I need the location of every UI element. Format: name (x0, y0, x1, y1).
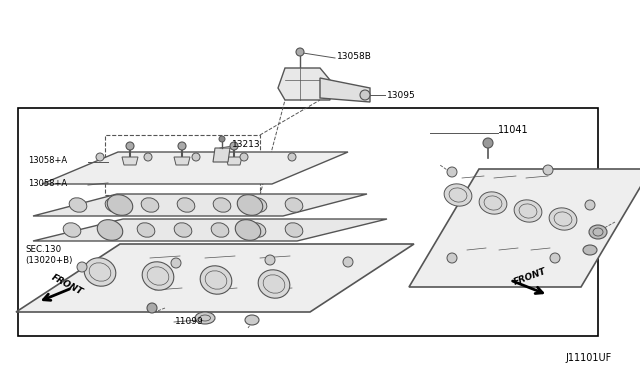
Ellipse shape (444, 184, 472, 206)
Polygon shape (174, 157, 190, 165)
Polygon shape (320, 78, 370, 102)
Ellipse shape (63, 223, 81, 237)
Circle shape (550, 253, 560, 263)
Ellipse shape (549, 208, 577, 230)
Ellipse shape (100, 223, 118, 237)
Ellipse shape (249, 198, 267, 212)
Ellipse shape (108, 195, 132, 215)
Text: 11099: 11099 (175, 317, 204, 327)
Text: FRONT: FRONT (512, 267, 547, 287)
Circle shape (230, 142, 238, 150)
Circle shape (447, 253, 457, 263)
Bar (105, 135, 260, 195)
Ellipse shape (514, 200, 542, 222)
Polygon shape (16, 244, 414, 312)
Ellipse shape (245, 315, 259, 325)
Ellipse shape (137, 223, 155, 237)
Polygon shape (213, 148, 230, 162)
Ellipse shape (84, 258, 116, 286)
Ellipse shape (177, 198, 195, 212)
Ellipse shape (174, 223, 192, 237)
Ellipse shape (236, 220, 260, 240)
Circle shape (171, 258, 181, 268)
Ellipse shape (213, 198, 231, 212)
Ellipse shape (237, 195, 263, 215)
Bar (18, 108, 598, 336)
Ellipse shape (285, 198, 303, 212)
Ellipse shape (285, 223, 303, 237)
Ellipse shape (583, 245, 597, 255)
Circle shape (543, 165, 553, 175)
Ellipse shape (141, 198, 159, 212)
Circle shape (126, 142, 134, 150)
Circle shape (343, 257, 353, 267)
Text: 13058+A: 13058+A (28, 155, 67, 164)
Ellipse shape (142, 262, 174, 290)
Circle shape (288, 153, 296, 161)
Circle shape (178, 142, 186, 150)
Text: 13058+A: 13058+A (28, 179, 67, 187)
Ellipse shape (211, 223, 229, 237)
Circle shape (144, 153, 152, 161)
Polygon shape (33, 194, 367, 216)
Circle shape (240, 153, 248, 161)
Text: J11101UF: J11101UF (565, 353, 611, 363)
Circle shape (483, 138, 493, 148)
Polygon shape (226, 157, 242, 165)
Text: 13058B: 13058B (337, 51, 372, 61)
Circle shape (585, 200, 595, 210)
Ellipse shape (195, 312, 215, 324)
Ellipse shape (479, 192, 507, 214)
Text: (13020+B): (13020+B) (25, 257, 72, 266)
Text: FRONT: FRONT (50, 273, 84, 297)
Circle shape (219, 136, 225, 142)
Polygon shape (33, 219, 387, 241)
Polygon shape (122, 157, 138, 165)
Circle shape (96, 153, 104, 161)
Ellipse shape (248, 223, 266, 237)
Text: 11041: 11041 (498, 125, 529, 135)
Circle shape (447, 167, 457, 177)
Ellipse shape (97, 220, 123, 240)
Ellipse shape (69, 198, 87, 212)
Ellipse shape (105, 198, 123, 212)
Polygon shape (409, 169, 640, 287)
Text: SEC.130: SEC.130 (25, 246, 61, 254)
Ellipse shape (258, 270, 290, 298)
Circle shape (296, 48, 304, 56)
Circle shape (360, 90, 370, 100)
Circle shape (147, 303, 157, 313)
Polygon shape (42, 152, 348, 184)
Polygon shape (278, 68, 330, 100)
Circle shape (77, 262, 87, 272)
Text: 13213: 13213 (232, 140, 260, 148)
Ellipse shape (589, 225, 607, 239)
Text: 13095: 13095 (387, 90, 416, 99)
Circle shape (265, 255, 275, 265)
Ellipse shape (200, 266, 232, 294)
Circle shape (192, 153, 200, 161)
